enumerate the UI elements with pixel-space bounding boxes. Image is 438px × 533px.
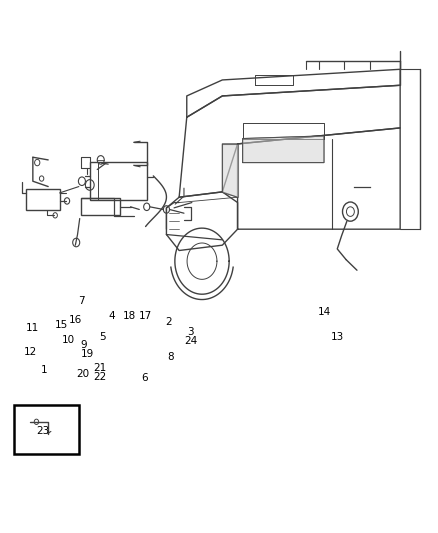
Text: 10: 10: [61, 335, 74, 345]
Text: 2: 2: [165, 318, 172, 327]
Text: 24: 24: [184, 336, 197, 346]
Text: 21: 21: [93, 363, 106, 373]
Bar: [81, 198, 120, 215]
Text: 7: 7: [78, 296, 85, 306]
Text: 19: 19: [81, 350, 94, 359]
Bar: [26, 189, 60, 210]
Polygon shape: [223, 144, 237, 197]
Text: 22: 22: [93, 373, 106, 382]
Text: 1: 1: [40, 366, 47, 375]
Polygon shape: [243, 136, 324, 163]
Text: 16: 16: [69, 315, 82, 325]
Text: 9: 9: [80, 341, 87, 350]
Bar: [90, 162, 147, 200]
Text: 14: 14: [318, 307, 331, 317]
Text: 8: 8: [167, 352, 174, 362]
Text: 17: 17: [139, 311, 152, 320]
Text: 11: 11: [26, 323, 39, 333]
Text: 6: 6: [141, 374, 148, 383]
Text: 23: 23: [37, 426, 50, 435]
Bar: [14, 405, 79, 454]
Text: 15: 15: [55, 320, 68, 330]
Text: 20: 20: [76, 369, 89, 379]
Text: 18: 18: [123, 311, 136, 320]
Text: 3: 3: [187, 327, 194, 336]
Text: 12: 12: [24, 347, 37, 357]
Text: 5: 5: [99, 332, 106, 342]
Text: 13: 13: [331, 332, 344, 342]
Text: 4: 4: [108, 311, 115, 320]
